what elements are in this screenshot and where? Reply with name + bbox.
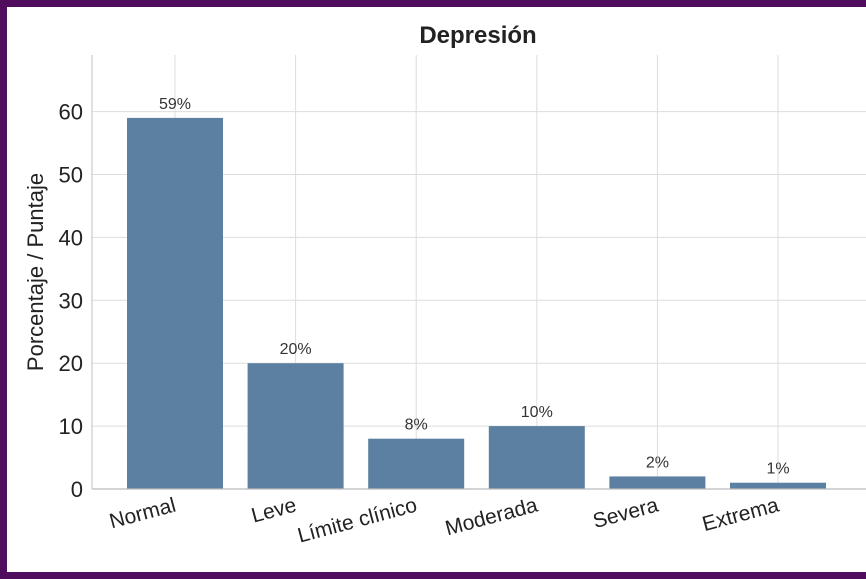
y-tick-label: 40 [59,225,83,250]
bar-5 [730,482,826,489]
y-axis-label: Porcentaje / Puntaje [23,173,48,371]
bar-1 [247,363,344,489]
x-tick-label-1: Leve [249,494,299,528]
chart-title: Depresión [419,22,536,49]
x-tick-label-2: Límite clínico [295,494,419,548]
bar-3 [488,426,585,489]
axes [91,55,866,490]
x-tick-label-0: Normal [107,494,178,534]
y-tick-label: 60 [59,100,83,125]
data-label-5: 1% [766,461,789,478]
x-tick-label-4: Severa [590,494,661,534]
bar-0 [127,117,223,489]
y-tick-label: 0 [71,477,83,502]
data-label-3: 10% [521,404,553,421]
bars [127,117,826,489]
data-labels: 59% 20% 8% 10% 2% 1% [159,96,790,478]
y-tick-label: 10 [59,414,83,439]
y-tick-labels: 0 10 20 30 40 50 60 [59,100,83,502]
x-tick-label-3: Moderada [443,494,541,541]
data-label-1: 20% [280,341,312,358]
bar-2 [368,438,465,489]
y-tick-label: 50 [59,163,83,188]
bar-4 [609,476,706,489]
y-tick-label: 20 [59,351,83,376]
data-label-0: 59% [159,96,191,113]
data-label-2: 8% [405,417,428,434]
data-label-4: 2% [646,454,669,471]
x-tick-label-5: Extrema [700,494,782,537]
y-tick-label: 30 [59,288,83,313]
